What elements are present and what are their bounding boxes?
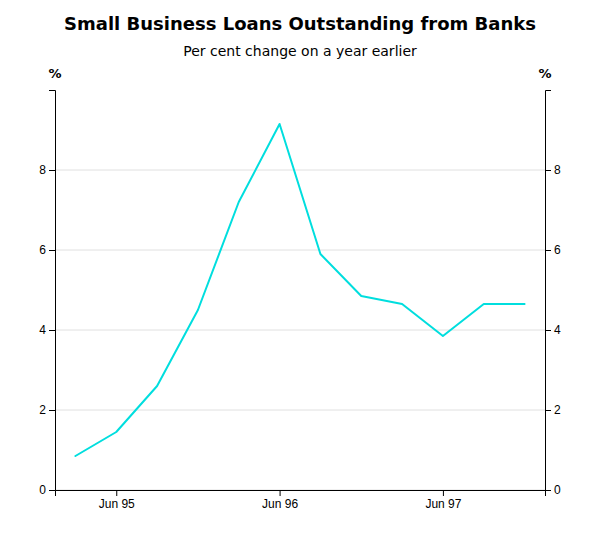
x-axis: Jun 95 Jun 96 Jun 97 bbox=[56, 490, 546, 511]
tick: 6 bbox=[545, 243, 561, 257]
tick-mark bbox=[49, 170, 55, 171]
tick-mark bbox=[49, 490, 55, 491]
y-axis: 0 2 4 6 8 bbox=[39, 91, 55, 498]
tick-mark bbox=[49, 330, 55, 331]
subtitle: Per cent change on a year earlier bbox=[183, 43, 417, 59]
plot: Jun 95 Jun 96 Jun 97 0 2 4 6 8 0 2 4 6 8 bbox=[39, 91, 561, 511]
tick: 6 bbox=[39, 243, 55, 257]
grid-line bbox=[55, 170, 545, 171]
tick-mark bbox=[545, 330, 551, 331]
tick-label: 6 bbox=[554, 243, 561, 257]
tick: Jun 96 bbox=[262, 490, 298, 511]
tick-label: 8 bbox=[554, 163, 561, 177]
grid-line bbox=[55, 250, 545, 251]
tick-label: 4 bbox=[554, 323, 561, 337]
grid-line bbox=[55, 330, 545, 331]
tick-mark bbox=[545, 170, 551, 171]
tick-mark bbox=[545, 490, 551, 491]
tick-label: Jun 97 bbox=[425, 497, 461, 511]
axis-line bbox=[546, 91, 552, 491]
tick-label: 0 bbox=[554, 483, 561, 497]
y2-axis-label: % bbox=[538, 66, 551, 81]
tick-label: 2 bbox=[39, 403, 46, 417]
tick-mark bbox=[49, 250, 55, 251]
tick: 0 bbox=[39, 483, 55, 497]
tick-mark bbox=[443, 490, 444, 496]
tick: Jun 97 bbox=[425, 490, 461, 511]
axis-line bbox=[56, 491, 546, 497]
tick: 4 bbox=[39, 323, 55, 337]
tick-label: 2 bbox=[554, 403, 561, 417]
tick: 2 bbox=[39, 403, 55, 417]
axis-line bbox=[49, 91, 56, 491]
chart: Small Business Loans Outstanding from Ba… bbox=[0, 0, 600, 535]
tick-mark bbox=[280, 490, 281, 496]
tick-label: 0 bbox=[39, 483, 46, 497]
tick: 8 bbox=[545, 163, 561, 177]
tick-mark bbox=[545, 250, 551, 251]
tick-mark bbox=[49, 410, 55, 411]
tick: 2 bbox=[545, 403, 561, 417]
tick-mark bbox=[545, 410, 551, 411]
tick-label: Jun 96 bbox=[262, 497, 298, 511]
y-axis-label: % bbox=[48, 66, 61, 81]
tick-mark bbox=[116, 490, 117, 496]
tick: Jun 95 bbox=[99, 490, 135, 511]
tick: 0 bbox=[545, 483, 561, 497]
grid bbox=[55, 170, 545, 490]
tick: 4 bbox=[545, 323, 561, 337]
y2-axis: 0 2 4 6 8 bbox=[545, 91, 561, 498]
series-group bbox=[75, 124, 524, 456]
tick: 8 bbox=[39, 163, 55, 177]
line bbox=[75, 124, 524, 456]
tick-label: 6 bbox=[39, 243, 46, 257]
tick-label: 4 bbox=[39, 323, 46, 337]
title: Small Business Loans Outstanding from Ba… bbox=[64, 13, 536, 34]
tick-label: Jun 95 bbox=[99, 497, 135, 511]
tick-label: 8 bbox=[39, 163, 46, 177]
grid-line bbox=[55, 410, 545, 411]
